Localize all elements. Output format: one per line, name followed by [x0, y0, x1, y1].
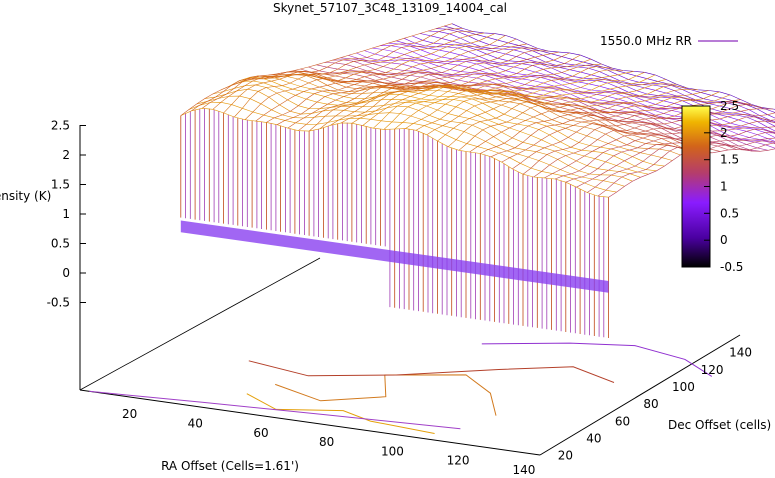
mesh-line	[544, 126, 775, 179]
z-tick-label: -0.5	[47, 296, 70, 310]
mesh-line	[255, 43, 527, 122]
y-tick-label: 20	[558, 449, 573, 463]
mesh-line	[362, 71, 634, 126]
mesh-line	[597, 142, 775, 197]
axes-frame	[79, 125, 741, 456]
y-tick-label: 120	[701, 363, 724, 377]
colorbar-tick-label: 1.5	[720, 153, 739, 167]
y-tick-label: 60	[615, 414, 630, 428]
mesh-line	[191, 28, 463, 112]
contour-line	[89, 390, 461, 430]
mesh-line	[415, 85, 688, 131]
surface-mesh	[180, 23, 775, 198]
mesh-line	[196, 95, 625, 187]
contour-layer	[89, 342, 713, 434]
mesh-line	[490, 104, 763, 158]
x-tick-label: 20	[122, 407, 137, 421]
mesh-line	[202, 31, 474, 109]
mesh-line	[383, 74, 656, 130]
colorbar-tick-label: 0.5	[720, 206, 739, 220]
y-axis-line	[539, 334, 741, 456]
mesh-line	[396, 40, 775, 134]
mesh-line	[576, 137, 775, 188]
mesh-line	[319, 58, 592, 130]
contour-line	[481, 342, 713, 377]
mesh-line	[608, 148, 775, 198]
legend-label: 1550.0 MHz RR	[600, 34, 692, 48]
mesh-line	[348, 55, 775, 149]
mesh-line	[330, 63, 602, 126]
mesh-line	[341, 66, 613, 124]
mesh-line	[512, 112, 775, 170]
mesh-line	[236, 75, 665, 167]
mesh-line	[448, 91, 720, 147]
back-axis-line	[79, 257, 321, 391]
colorbar-ticks: 2.5 2 1.5 1 0.5 0 -0.5	[704, 99, 743, 274]
contour-line	[246, 393, 435, 434]
colorbar: 2.5 2 1.5 1 0.5 0 -0.5	[681, 99, 743, 274]
mesh-line	[469, 99, 741, 153]
x-tick-label: 40	[188, 417, 203, 431]
mesh-line	[458, 94, 731, 151]
contour-line	[248, 360, 615, 383]
x-tick-label: 80	[319, 435, 334, 449]
colorbar-tick-label: 2.5	[720, 99, 739, 113]
y-axis-label: Dec Offset (cells)	[668, 418, 771, 432]
x-axis-line	[79, 389, 541, 456]
mesh-line	[405, 83, 677, 129]
y-tick-label: 100	[672, 380, 695, 394]
mesh-line	[501, 108, 773, 163]
y-tick-label: 80	[643, 397, 658, 411]
mesh-line	[212, 32, 485, 110]
z-axis-label: Intensity (K)	[0, 189, 51, 203]
axis-ticks: 2.521.510.50-0.5204060801001201402040608…	[47, 119, 752, 477]
colorbar-tick-label: -0.5	[720, 260, 743, 274]
y-tick-label: 140	[729, 346, 752, 360]
mesh-line	[220, 80, 649, 175]
mesh-line	[180, 23, 453, 116]
colorbar-tick-label: 1	[720, 180, 728, 194]
mesh-line	[394, 79, 666, 130]
z-tick-label: 0.5	[51, 237, 70, 251]
chart-title: Skynet_57107_3C48_13109_14004_cal	[273, 1, 507, 15]
mesh-line	[380, 45, 775, 138]
colorbar-tick-label: 2	[720, 126, 728, 140]
mesh-line	[308, 54, 581, 132]
z-tick-label: 2	[62, 148, 70, 162]
mesh-line	[587, 140, 775, 193]
base-strip	[180, 220, 609, 293]
mesh-line	[298, 52, 570, 131]
mesh-line	[266, 47, 538, 123]
z-tick-label: 0	[62, 266, 70, 280]
x-tick-label: 140	[512, 463, 535, 477]
mesh-line	[426, 89, 699, 136]
mesh-line	[373, 72, 645, 129]
legend: 1550.0 MHz RR	[600, 34, 738, 48]
mesh-line	[276, 50, 549, 125]
x-tick-label: 60	[253, 426, 268, 440]
surface-walls	[180, 108, 609, 338]
mesh-line	[244, 38, 517, 120]
colorbar-tick-label: 0	[720, 233, 728, 247]
x-tick-label: 100	[381, 444, 404, 458]
x-tick-label: 120	[447, 454, 470, 468]
mesh-line	[234, 35, 506, 118]
y-tick-label: 40	[586, 431, 601, 445]
mesh-line	[533, 120, 775, 178]
x-axis-label: RA Offset (Cells=1.61')	[161, 459, 299, 473]
z-tick-label: 1	[62, 207, 70, 221]
z-tick-label: 1.5	[51, 178, 70, 192]
z-tick-label: 2.5	[51, 119, 70, 133]
mesh-line	[522, 116, 775, 175]
mesh-line	[287, 51, 560, 129]
mesh-line	[223, 33, 495, 114]
